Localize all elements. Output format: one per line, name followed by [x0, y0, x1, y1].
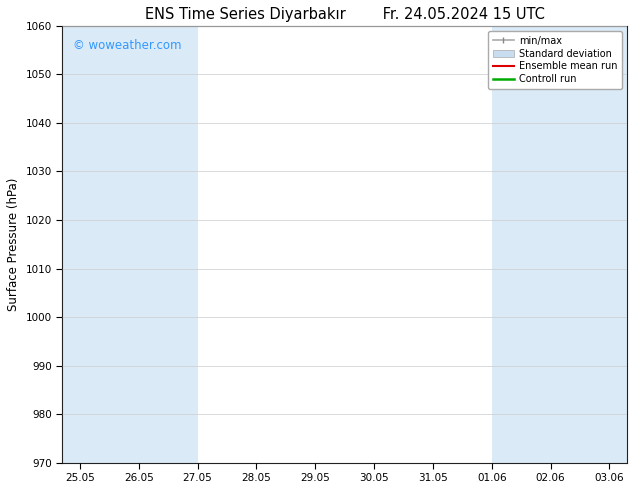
Y-axis label: Surface Pressure (hPa): Surface Pressure (hPa) [7, 177, 20, 311]
Text: © woweather.com: © woweather.com [74, 39, 182, 52]
Legend: min/max, Standard deviation, Ensemble mean run, Controll run: min/max, Standard deviation, Ensemble me… [488, 31, 622, 89]
Bar [139, 26, 198, 463]
Bar [80, 26, 139, 463]
Bar [609, 26, 634, 463]
Title: ENS Time Series Diyarbakır        Fr. 24.05.2024 15 UTC: ENS Time Series Diyarbakır Fr. 24.05.202… [145, 7, 545, 22]
Bar [550, 26, 609, 463]
Bar [492, 26, 550, 463]
Bar [50, 26, 80, 463]
